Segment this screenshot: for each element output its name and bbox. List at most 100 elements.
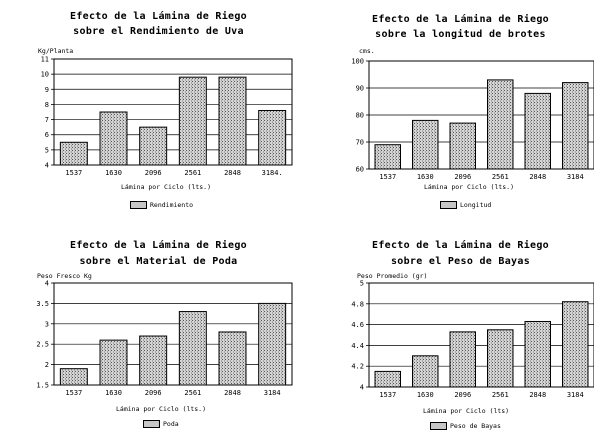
y-tick-label: 4.2 — [351, 363, 364, 371]
plot-frame — [368, 60, 594, 170]
y-tick-label: 60 — [356, 166, 364, 174]
bar — [449, 331, 476, 388]
x-tick-label: 2848 — [224, 169, 241, 177]
bar — [412, 355, 439, 388]
bar — [59, 368, 88, 386]
plot-frame — [53, 58, 293, 166]
bar — [139, 126, 168, 166]
legend-swatch — [430, 422, 447, 430]
y-tick-label: 7 — [45, 116, 49, 124]
bar — [139, 335, 168, 386]
bar — [374, 144, 401, 170]
x-tick-label: 1630 — [417, 391, 434, 399]
plot-frame — [368, 282, 594, 388]
y-axis-label: Kg/Planta — [38, 47, 74, 55]
x-tick-label: 3184 — [264, 389, 281, 397]
x-tick-label: 2848 — [529, 391, 546, 399]
bar — [487, 329, 514, 388]
bar — [178, 311, 207, 386]
x-tick-label: 2096 — [454, 173, 471, 181]
x-tick-label: 2848 — [224, 389, 241, 397]
legend: Peso de Bayas — [430, 422, 501, 430]
y-tick-label: 5 — [45, 146, 49, 154]
bar — [99, 339, 128, 386]
y-tick-label: 9 — [45, 86, 49, 94]
x-tick-label: 2561 — [184, 389, 201, 397]
y-tick-label: 90 — [356, 85, 364, 93]
bar — [374, 370, 401, 388]
chart-plot: 60 70 80 90 100 1537 1630 2096 2561 2848 3184 — [351, 58, 594, 181]
y-tick-label: 4.8 — [351, 300, 364, 308]
x-tick-label: 2096 — [145, 389, 162, 397]
bar — [562, 301, 589, 388]
y-tick-label: 6 — [45, 131, 49, 139]
chart-bayas: Efecto de la Lámina de Riego sobre el Pe… — [297, 215, 594, 431]
x-axis-label: Lámina por Ciclo (lts.) — [424, 183, 515, 191]
y-tick-label: 2.5 — [36, 341, 49, 349]
bar — [412, 119, 439, 170]
chart-title-line2: sobre el Material de Poda — [79, 256, 238, 267]
bar — [449, 122, 476, 170]
x-tick-label: 1537 — [65, 169, 82, 177]
chart-title-line1: Efecto de la Lámina de Riego — [70, 240, 247, 251]
y-tick-label: 80 — [356, 112, 364, 120]
x-tick-label: 1537 — [379, 391, 396, 399]
x-tick-label: 2561 — [184, 169, 201, 177]
x-tick-label: 1630 — [105, 169, 122, 177]
y-tick-label: 3 — [45, 320, 49, 328]
chart-title-line2: sobre el Rendimiento de Uva — [73, 26, 244, 37]
bar — [258, 109, 287, 166]
bar — [487, 79, 514, 170]
y-tick-label: 100 — [351, 58, 364, 66]
y-tick-label: 8 — [45, 101, 49, 109]
y-tick-label: 3.5 — [36, 300, 49, 308]
y-tick-label: 10 — [41, 71, 49, 79]
y-axis-label: Peso Promedio (gr) — [357, 272, 428, 280]
y-tick-label: 1.5 — [36, 382, 49, 390]
chart-title-line2: sobre el Peso de Bayas — [390, 256, 531, 267]
bar — [524, 92, 551, 170]
legend-swatch — [440, 201, 457, 209]
bar — [59, 141, 88, 166]
y-tick-label: 4 — [45, 280, 49, 288]
x-tick-label: 2561 — [492, 391, 509, 399]
y-tick-label: 2 — [45, 361, 49, 369]
bar — [562, 82, 589, 170]
y-axis-label: cms. — [359, 47, 375, 55]
x-tick-label: 2848 — [529, 173, 546, 181]
x-tick-label: 2096 — [454, 391, 471, 399]
x-tick-label: 1537 — [65, 389, 82, 397]
bar — [218, 76, 247, 166]
x-tick-label: 1630 — [417, 173, 434, 181]
legend-label: Rendimiento — [150, 201, 194, 209]
bar — [218, 331, 247, 386]
legend-label: Poda — [163, 420, 179, 428]
legend-swatch — [143, 420, 160, 428]
chart-title-line1: Efecto de la Lámina de Riego — [70, 11, 247, 22]
y-tick-label: 11 — [41, 56, 49, 64]
legend-label: Peso de Bayas — [450, 422, 501, 430]
chart-title-line2: sobre la longitud de brotes — [375, 29, 546, 40]
y-tick-label: 4 — [45, 162, 49, 170]
legend: Rendimiento — [130, 201, 193, 209]
chart-plot: 4 4.2 4.4 4.6 4.8 5 1537 1630 2096 2561 2848 3184 — [351, 280, 594, 399]
x-tick-label: 3184 — [567, 391, 584, 399]
plot-frame — [53, 282, 293, 386]
legend: Longitud — [440, 201, 491, 209]
chart-title-line1: Efecto de la Lámina de Riego — [372, 14, 549, 25]
x-tick-label: 2561 — [492, 173, 509, 181]
bar — [99, 111, 128, 166]
x-axis-label: Lámina por Ciclo (lts.) — [116, 405, 207, 413]
chart-plot: 1.5 2 2.5 3 3.5 4 1537 1630 2096 2561 2848 3184 — [36, 280, 293, 397]
bar — [178, 76, 207, 166]
chart-poda: Efecto de la Lámina de Riego sobre el Ma… — [0, 215, 297, 431]
y-tick-label: 5 — [360, 280, 364, 288]
legend-swatch — [130, 201, 147, 209]
bar — [258, 302, 287, 386]
x-axis-label: Lámina por Ciclo (lts) — [423, 407, 510, 415]
x-tick-label: 3184. — [262, 169, 283, 177]
chart-plot: 4 5 6 7 8 9 10 11 1537 1630 2096 2561 2848 3184. — [41, 56, 293, 177]
x-tick-label: 1630 — [105, 389, 122, 397]
bar — [524, 320, 551, 388]
x-axis-label: Lámina por Ciclo (lts.) — [121, 183, 212, 191]
